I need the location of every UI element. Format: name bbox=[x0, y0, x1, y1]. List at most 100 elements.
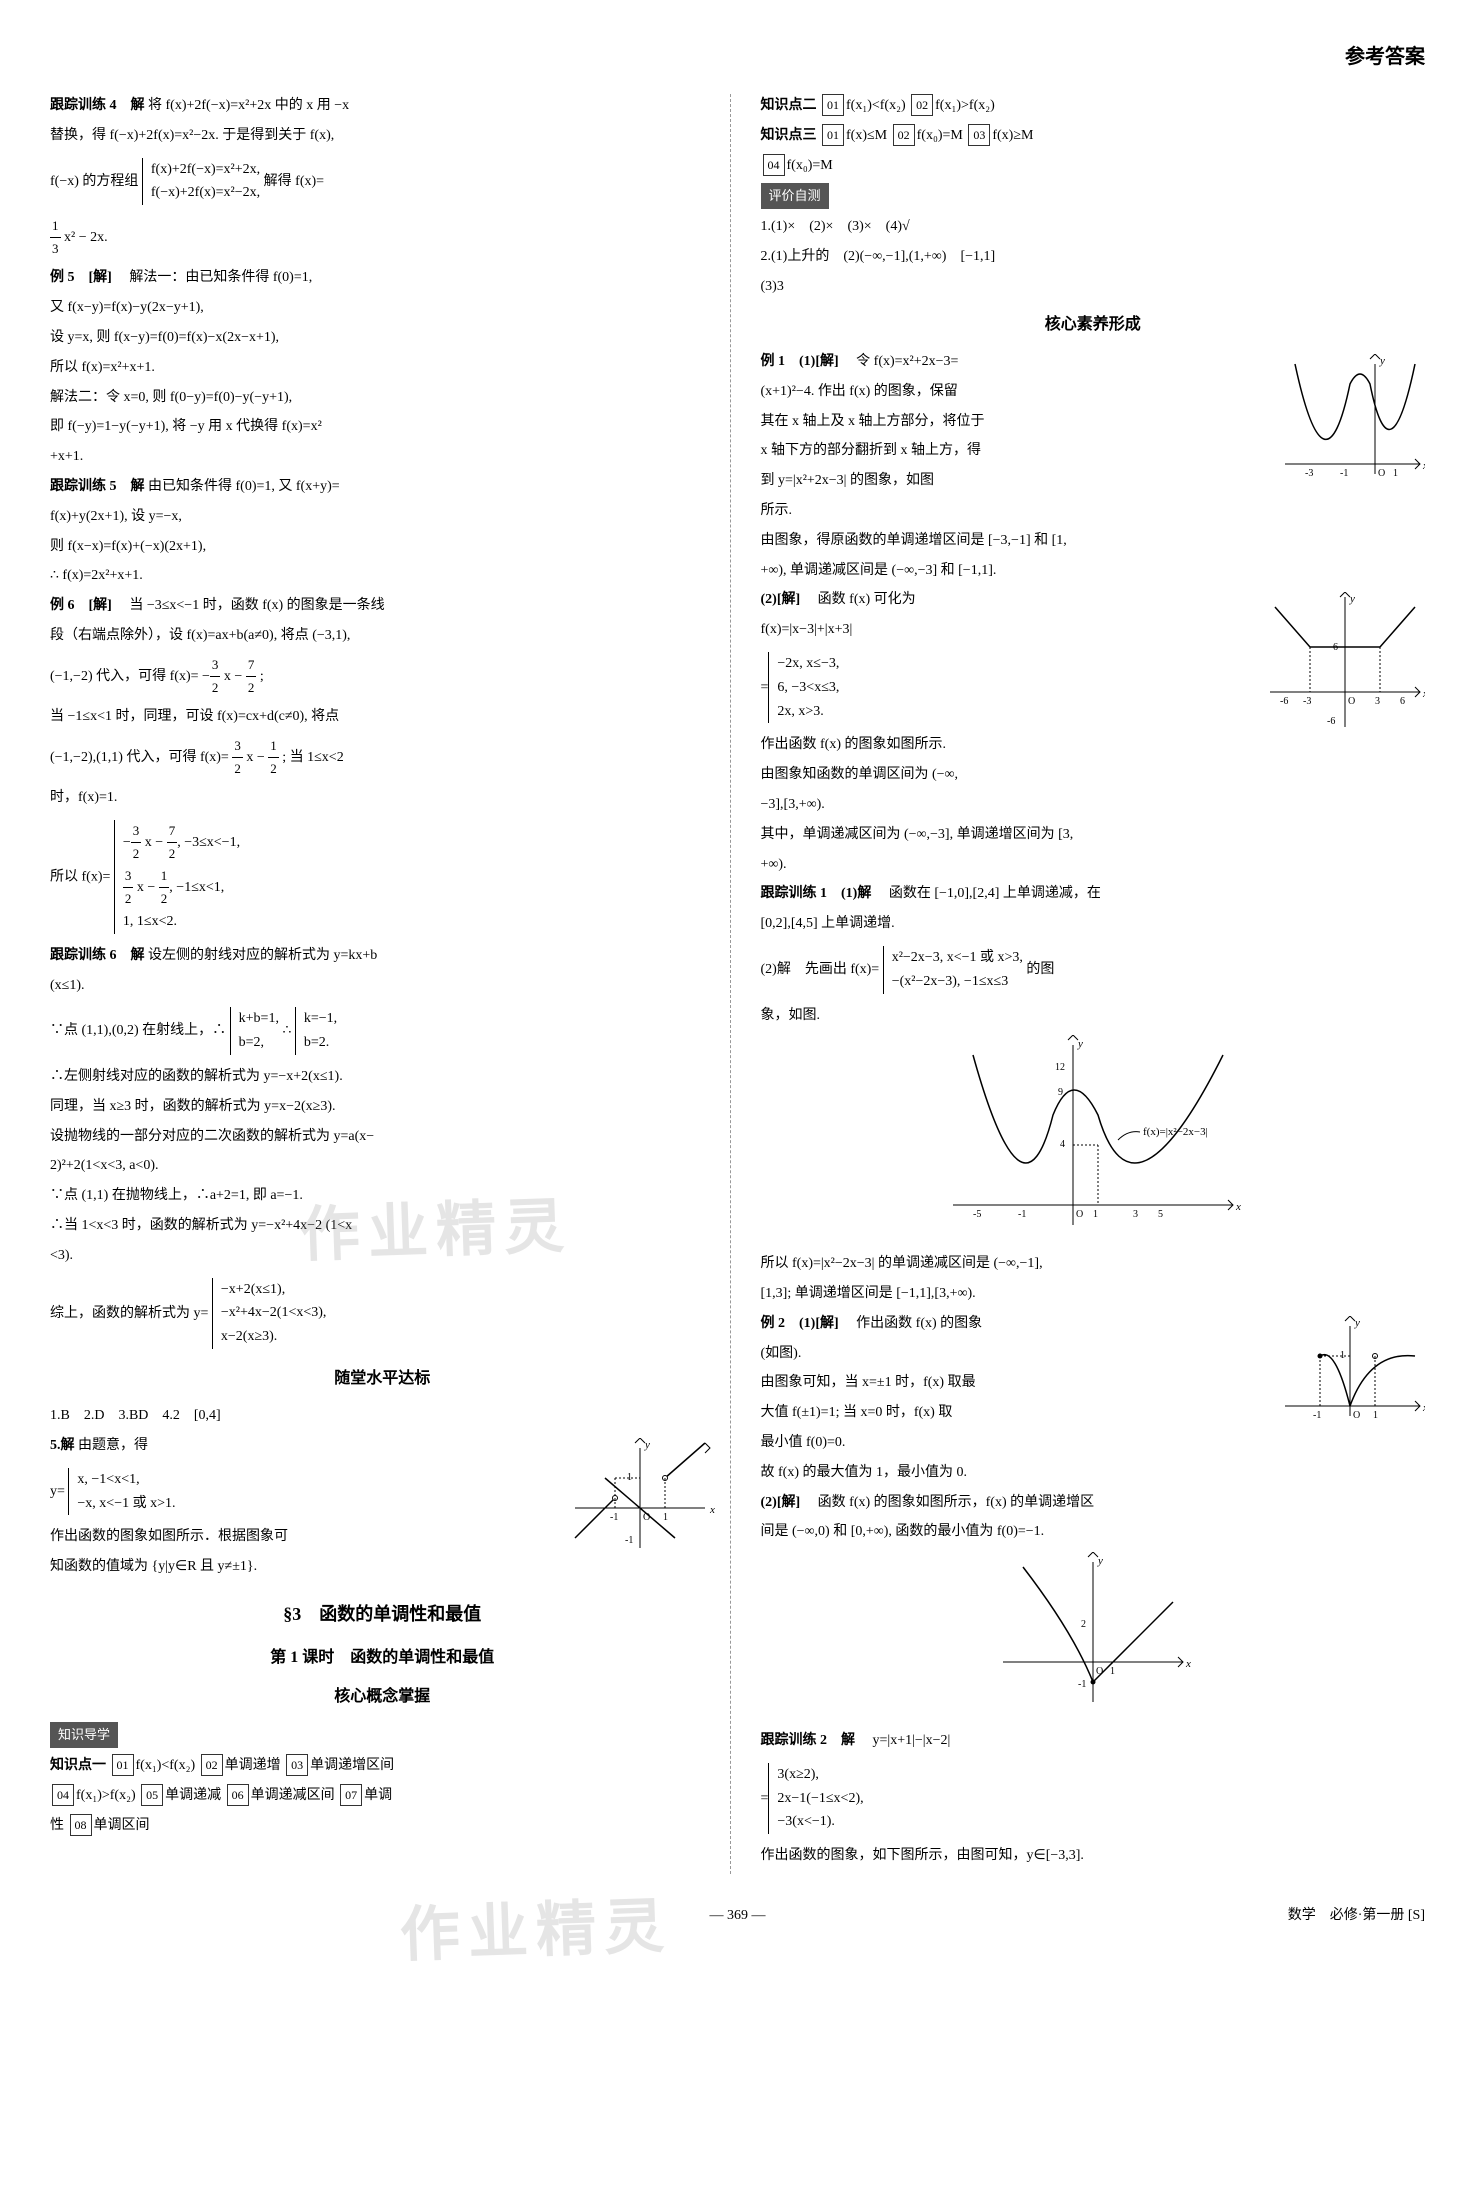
li1-p1c: −2x, x≤−3, bbox=[777, 652, 839, 676]
svg-text:4: 4 bbox=[1060, 1139, 1065, 1150]
zsdx-tag: 知识导学 bbox=[50, 1722, 118, 1748]
svg-text:y: y bbox=[1077, 1038, 1083, 1050]
li1-p2-wrap: x y -6 -3 O 3 6 6 -6 (2)[解] 函数 f(x) bbox=[761, 588, 1426, 822]
svg-text:-1: -1 bbox=[1313, 1410, 1321, 1421]
gzxl5-label: 跟踪训练 5 解 bbox=[50, 479, 145, 494]
svg-text:x: x bbox=[1185, 1658, 1191, 1670]
gzxl5-l1: 由已知条件得 f(0)=1, 又 f(x+y)= bbox=[148, 479, 340, 494]
li6-l3: (−1,−2) 代入，可得 f(x)= −32 x − 72 ; bbox=[50, 654, 715, 699]
gzxl4-l2: 替换，得 f(−x)+2f(x)=x²−2x. 于是得到关于 f(x), bbox=[50, 124, 715, 148]
svg-text:1: 1 bbox=[1110, 1666, 1115, 1677]
li6-block: 例 6 [解] 当 −3≤x<−1 时，函数 f(x) 的图象是一条线 bbox=[50, 594, 715, 618]
li2-l1: 作出函数 f(x) 的图象 bbox=[856, 1316, 982, 1331]
section3-sub: 第 1 课时 函数的单调性和最值 bbox=[50, 1644, 715, 1671]
svg-text:1: 1 bbox=[1093, 1209, 1098, 1220]
li6-l7: 所以 f(x)= bbox=[50, 869, 110, 884]
gzxl6-l3-wrap: ∵点 (1,1),(0,2) 在射线上，∴ k+b=1, b=2, ∴ k=−1… bbox=[50, 1003, 715, 1059]
li1-fig1-svg: x y -3 -1 O 1 bbox=[1275, 354, 1425, 484]
gzxl6-l3: ∵点 (1,1),(0,2) 在射线上，∴ bbox=[50, 1023, 226, 1038]
gzxl6-eq1: k+b=1, bbox=[239, 1007, 279, 1031]
li6-l6: 时，f(x)=1. bbox=[50, 786, 715, 810]
gzxl4-block: 跟踪训练 4 解 将 f(x)+2f(−x)=x²+2x 中的 x 用 −x bbox=[50, 94, 715, 118]
li6-cases: −32 x − 72, −3≤x<−1, 32 x − 12, −1≤x<1, … bbox=[114, 820, 240, 934]
gzxl6-block: 跟踪训练 6 解 设左侧的射线对应的解析式为 y=kx+b bbox=[50, 944, 715, 968]
p2-n1: 01 bbox=[822, 94, 844, 116]
r-gzxl2-label: 跟踪训练 2 解 bbox=[761, 1733, 870, 1748]
r-gzxl1-cases: x²−2x−3, x<−1 或 x>3, −(x²−2x−3), −1≤x≤3 bbox=[883, 946, 1023, 994]
svg-text:x: x bbox=[1422, 1402, 1425, 1414]
gzxl6-p3: x−2(x≥3). bbox=[221, 1325, 327, 1349]
gzxl4-l1: 将 f(x)+2f(−x)=x²+2x 中的 x 用 −x bbox=[148, 98, 349, 113]
suitang-q5-label: 5.解 bbox=[50, 1438, 75, 1453]
li6-l1: 当 −3≤x<−1 时，函数 f(x) 的图象是一条线 bbox=[129, 598, 384, 613]
li1-p2c: 6, −3<x≤3, bbox=[777, 676, 839, 700]
p3-n4: 04 bbox=[763, 154, 785, 176]
r-gzxl1-p2: −(x²−2x−3), −1≤x≤3 bbox=[892, 970, 1023, 994]
p1-n9: 08 bbox=[70, 1814, 92, 1836]
suitang-q5-l2: y= bbox=[50, 1484, 65, 1499]
r-p3: 知识点三 01f(x)≤M 02f(x₀)=M 03f(x)≥M bbox=[761, 124, 1426, 148]
li5-l5: 解法二：令 x=0, 则 f(0−y)=f(0)−y(−y+1), bbox=[50, 386, 715, 410]
page-footer: — 369 — 数学 必修·第一册 [S] bbox=[50, 1904, 1425, 1928]
p3-label: 知识点三 bbox=[761, 128, 817, 143]
svg-text:-5: -5 bbox=[973, 1209, 981, 1220]
li1-l15: +∞). bbox=[761, 853, 1426, 877]
suitang-figure: x y O -1 1 1 -1 bbox=[565, 1438, 715, 1558]
watermark-2: 作业精灵 bbox=[398, 1875, 673, 1986]
r-gzxl1-l1: 函数在 [−1,0],[2,4] 上单调递减，在 bbox=[889, 886, 1101, 901]
svg-text:-1: -1 bbox=[1018, 1209, 1026, 1220]
gzxl4-l3-wrap: f(−x) 的方程组 f(x)+2f(−x)=x²+2x, f(−x)+2f(x… bbox=[50, 154, 715, 210]
li2-fig2: x y O -1 1 2 bbox=[761, 1552, 1426, 1721]
r-gzxl2-l2: 作出函数的图象，如下图所示，由图可知，y∈[−3,3]. bbox=[761, 1844, 1426, 1868]
p1-label: 知识点一 bbox=[50, 1758, 106, 1773]
svg-text:1: 1 bbox=[1373, 1410, 1378, 1421]
li2-fig1-svg: x y -1 O 1 1 bbox=[1275, 1316, 1425, 1426]
svg-text:O: O bbox=[1076, 1209, 1083, 1220]
svg-text:1: 1 bbox=[1340, 1350, 1345, 1361]
li1-l13: −3],[3,+∞). bbox=[761, 793, 1426, 817]
li1-fig2: x y -6 -3 O 3 6 6 -6 bbox=[1265, 592, 1425, 732]
p1-n1: 01 bbox=[112, 1754, 134, 1776]
gzxl6-l8: 2)²+2(1<x<3, a<0). bbox=[50, 1154, 715, 1178]
suitang-q5-p1: x, −1<x<1, bbox=[77, 1468, 175, 1492]
svg-text:O: O bbox=[1348, 696, 1355, 707]
p1-t7: 单调 bbox=[364, 1788, 392, 1803]
pjzc-l2: 2.(1)上升的 (2)(−∞,−1],(1,+∞) [−1,1] bbox=[761, 245, 1426, 269]
r-gzxl1-l6: 所以 f(x)=|x²−2x−3| 的单调递减区间是 (−∞,−1], bbox=[761, 1252, 1426, 1276]
svg-text:x: x bbox=[1422, 460, 1425, 472]
pjzc-l3: (3)3 bbox=[761, 275, 1426, 299]
svg-text:5: 5 bbox=[1158, 1209, 1163, 1220]
suitang-l1: 1.B 2.D 3.BD 4.2 [0,4] bbox=[50, 1404, 715, 1428]
li6-piecewise: 所以 f(x)= −32 x − 72, −3≤x<−1, 32 x − 12,… bbox=[50, 816, 715, 938]
li1-l11: 作出函数 f(x) 的图象如图所示. bbox=[761, 733, 1426, 757]
section3-title: §3 函数的单调性和最值 bbox=[50, 1599, 715, 1630]
p2-label: 知识点二 bbox=[761, 98, 817, 113]
gzxl5-l2: f(x)+y(2x+1), 设 y=−x, bbox=[50, 505, 715, 529]
li6-l4: 当 −1≤x<1 时，同理，可设 f(x)=cx+d(c≠0), 将点 bbox=[50, 705, 715, 729]
svg-text:y: y bbox=[1349, 593, 1355, 605]
hxgn-title: 核心概念掌握 bbox=[50, 1683, 715, 1710]
svg-text:y: y bbox=[1097, 1555, 1103, 1567]
p3-t2: f(x₀)=M bbox=[917, 128, 963, 143]
svg-text:1: 1 bbox=[1393, 468, 1398, 479]
gzxl4-eq1: f(x)+2f(−x)=x²+2x, bbox=[151, 158, 260, 182]
svg-text:-3: -3 bbox=[1303, 696, 1311, 707]
svg-text:9: 9 bbox=[1058, 1087, 1063, 1098]
r-gzxl1-p1: x²−2x−3, x<−1 或 x>3, bbox=[892, 946, 1023, 970]
gzxl4-eq2: f(−x)+2f(x)=x²−2x, bbox=[151, 181, 260, 205]
li2-label: 例 2 (1)[解] bbox=[761, 1316, 853, 1331]
p1-t9: 单调区间 bbox=[94, 1818, 150, 1833]
p3-t3: f(x)≥M bbox=[992, 128, 1033, 143]
svg-text:O: O bbox=[1096, 1666, 1103, 1677]
footer-right: 数学 必修·第一册 [S] bbox=[1288, 1904, 1425, 1928]
r-gzxl2-p1: 3(x≥2), bbox=[777, 1763, 863, 1787]
li6-l2: 段（右端点除外），设 f(x)=ax+b(a≠0), 将点 (−3,1), bbox=[50, 624, 715, 648]
li2-fig2-svg: x y O -1 1 2 bbox=[993, 1552, 1193, 1712]
gzxl6-l10: ∴当 1<x<3 时，函数的解析式为 y=−x²+4x−2 (1<x bbox=[50, 1214, 715, 1238]
gzxl6-l12: 综上，函数的解析式为 y= bbox=[50, 1306, 208, 1321]
gzxl6-l2: (x≤1). bbox=[50, 974, 715, 998]
li1-l9: 函数 f(x) 可化为 bbox=[818, 592, 916, 607]
svg-text:-1: -1 bbox=[1340, 468, 1348, 479]
gzxl4-l3: f(−x) 的方程组 bbox=[50, 174, 138, 189]
li5-label: 例 5 [解] bbox=[50, 270, 126, 285]
